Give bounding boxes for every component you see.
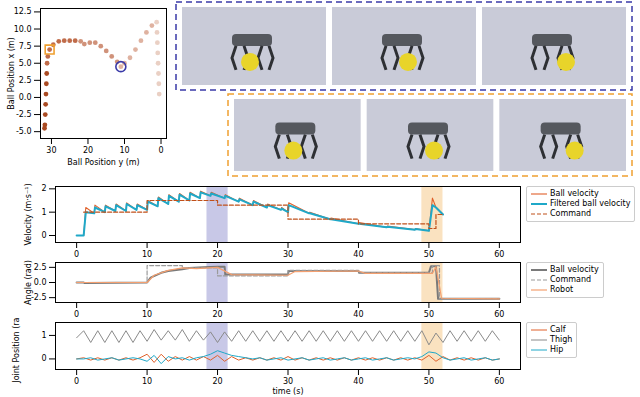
svg-text:30: 30 [46, 146, 56, 155]
svg-text:40: 40 [353, 377, 363, 386]
svg-text:0: 0 [74, 310, 79, 318]
svg-text:10: 10 [142, 377, 152, 386]
html-text:Thigh: Thigh [550, 335, 573, 344]
svg-text:0: 0 [74, 377, 79, 386]
html-text:Robot: Robot [550, 285, 574, 294]
svg-text:12.5: 12.5 [14, 7, 32, 16]
svg-text:60: 60 [494, 310, 504, 318]
svg-text:50: 50 [424, 377, 434, 386]
svg-text:0: 0 [41, 354, 46, 363]
svg-text:20: 20 [212, 377, 222, 386]
svg-text:2: 2 [41, 184, 46, 193]
svg-text:Velocity (m·s⁻¹): Velocity (m·s⁻¹) [24, 183, 33, 245]
svg-text:50: 50 [424, 250, 434, 258]
svg-text:30: 30 [283, 310, 293, 318]
svg-text:2.5: 2.5 [34, 263, 47, 272]
svg-text:10.0: 10.0 [14, 25, 32, 34]
svg-text:-2.5: -2.5 [16, 110, 32, 119]
svg-text:30: 30 [283, 377, 293, 386]
svg-text:10: 10 [119, 146, 129, 155]
html-text:Hip: Hip [550, 345, 564, 354]
svg-text:time (s): time (s) [272, 387, 303, 396]
svg-text:2.5: 2.5 [19, 76, 32, 85]
html-text:Calf: Calf [550, 325, 566, 334]
svg-text:50: 50 [424, 310, 434, 318]
svg-text:0: 0 [74, 250, 79, 258]
svg-text:10: 10 [142, 250, 152, 258]
svg-text:-5.0: -5.0 [16, 127, 32, 136]
svg-text:0.0: 0.0 [19, 93, 32, 102]
svg-text:0: 0 [158, 146, 163, 155]
svg-text:0.0: 0.0 [34, 278, 47, 287]
html-text:Ball velocity: Ball velocity [550, 265, 599, 274]
html-text:Command: Command [550, 275, 592, 284]
svg-text:Ball Position x (m): Ball Position x (m) [7, 37, 16, 109]
svg-text:20: 20 [83, 146, 93, 155]
svg-text:40: 40 [353, 250, 363, 258]
svg-text:5.0: 5.0 [19, 59, 32, 68]
svg-text:-2.5: -2.5 [31, 293, 47, 302]
svg-text:1: 1 [41, 208, 46, 217]
svg-text:1: 1 [41, 331, 46, 340]
svg-text:40: 40 [353, 310, 363, 318]
svg-text:0: 0 [41, 231, 46, 240]
svg-text:10: 10 [142, 310, 152, 318]
svg-text:Ball Position y (m): Ball Position y (m) [67, 158, 139, 167]
svg-text:60: 60 [494, 377, 504, 386]
svg-text:Joint Position (rad): Joint Position (rad) [12, 318, 21, 384]
html-text:Command: Command [550, 209, 592, 218]
svg-text:20: 20 [212, 250, 222, 258]
svg-text:Angle (rad): Angle (rad) [24, 260, 33, 305]
html-text:Filtered ball velocity: Filtered ball velocity [550, 199, 631, 208]
svg-text:30: 30 [283, 250, 293, 258]
html-text:Ball velocity: Ball velocity [550, 189, 599, 198]
svg-text:7.5: 7.5 [19, 42, 32, 51]
svg-text:20: 20 [212, 310, 222, 318]
svg-text:60: 60 [494, 250, 504, 258]
